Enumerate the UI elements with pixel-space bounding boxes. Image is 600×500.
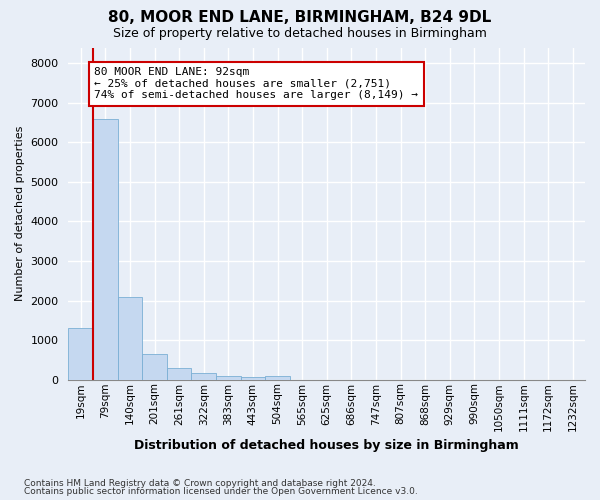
Text: Contains HM Land Registry data © Crown copyright and database right 2024.: Contains HM Land Registry data © Crown c… — [24, 478, 376, 488]
Text: 80 MOOR END LANE: 92sqm
← 25% of detached houses are smaller (2,751)
74% of semi: 80 MOOR END LANE: 92sqm ← 25% of detache… — [94, 68, 418, 100]
X-axis label: Distribution of detached houses by size in Birmingham: Distribution of detached houses by size … — [134, 440, 519, 452]
Bar — [118, 298, 142, 380]
Text: 80, MOOR END LANE, BIRMINGHAM, B24 9DL: 80, MOOR END LANE, BIRMINGHAM, B24 9DL — [109, 10, 491, 25]
Text: Size of property relative to detached houses in Birmingham: Size of property relative to detached ho… — [113, 28, 487, 40]
Bar — [216, 376, 241, 380]
Bar — [142, 354, 167, 380]
Bar — [167, 368, 191, 380]
Bar — [265, 376, 290, 380]
Bar — [68, 328, 93, 380]
Bar — [241, 377, 265, 380]
Bar — [93, 118, 118, 380]
Bar — [191, 374, 216, 380]
Y-axis label: Number of detached properties: Number of detached properties — [15, 126, 25, 302]
Text: Contains public sector information licensed under the Open Government Licence v3: Contains public sector information licen… — [24, 487, 418, 496]
